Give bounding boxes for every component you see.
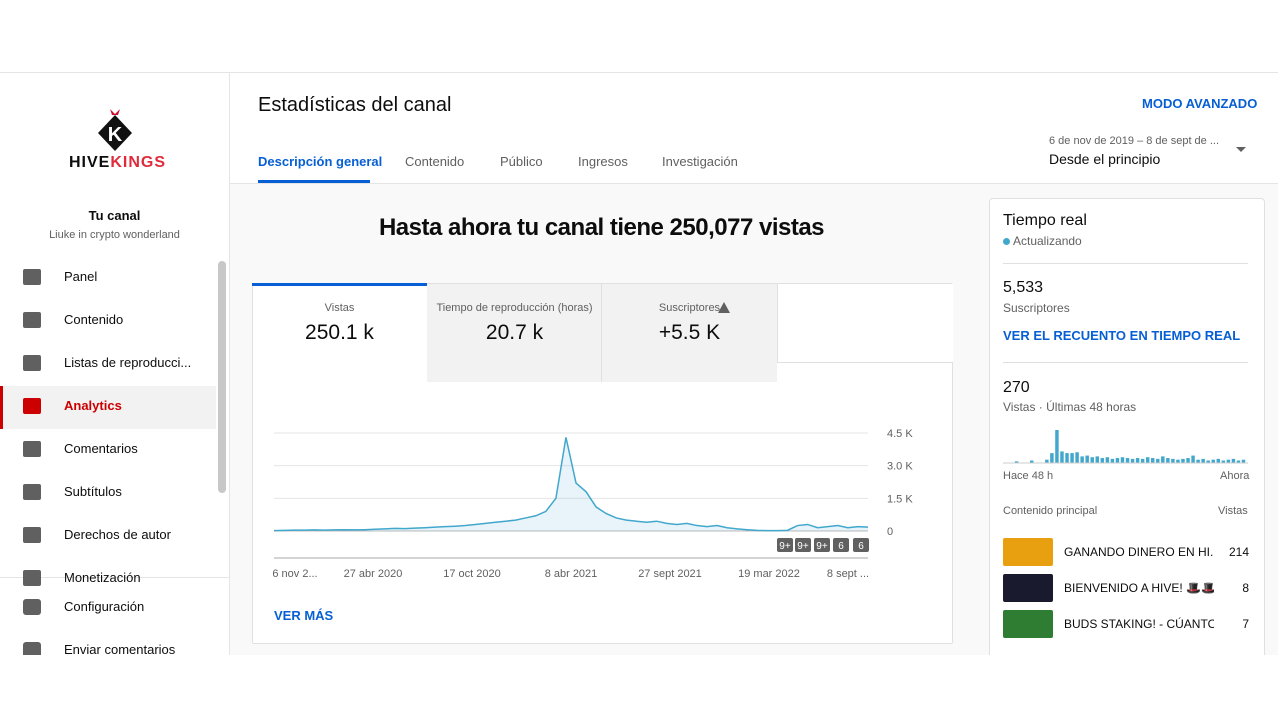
video-views: 8 — [1242, 581, 1249, 595]
sidebar-item[interactable]: Derechos de autor — [64, 527, 171, 542]
metric-value[interactable]: 20.7 k — [485, 321, 544, 344]
tab[interactable]: Contenido — [405, 154, 465, 169]
sidebar-icon — [23, 570, 41, 586]
tab[interactable]: Descripción general — [258, 154, 383, 169]
see-more[interactable]: VER MÁS — [274, 608, 334, 623]
sidebar-icon — [23, 269, 41, 285]
svg-text:K: K — [108, 124, 123, 146]
logo-text: HIVEKINGS — [69, 154, 166, 172]
top-label: Contenido principal — [1003, 505, 1098, 517]
video-title[interactable]: GANANDO DINERO EN HI... — [1064, 545, 1214, 559]
sidebar-item[interactable]: Monetización — [64, 570, 141, 585]
sidebar-item[interactable]: Subtítulos — [64, 484, 122, 499]
metric-label[interactable]: Tiempo de reproducción (horas) — [436, 302, 593, 314]
sidebar-icon — [23, 312, 41, 328]
scrollbar — [218, 261, 226, 493]
views-count: 270 — [1003, 379, 1030, 396]
thumbnail — [1003, 574, 1053, 602]
metric-value[interactable]: +5.5 K — [658, 321, 721, 344]
metric-value[interactable]: 250.1 k — [305, 321, 374, 344]
tab[interactable]: Investigación — [662, 154, 738, 169]
realtime-status: Actualizando — [1013, 234, 1082, 248]
sidebar-icon — [23, 355, 41, 371]
video-views: 7 — [1242, 617, 1249, 631]
sidebar-item[interactable]: Listas de reproducci... — [64, 355, 192, 370]
metric-label[interactable]: Vistas — [324, 302, 355, 314]
metric-label[interactable]: Suscriptores — [658, 302, 721, 314]
thumbnail — [1003, 610, 1053, 638]
warning-icon — [718, 302, 730, 313]
realtime-link[interactable]: VER EL RECUENTO EN TIEMPO REAL — [1003, 328, 1241, 343]
sidebar-icon — [23, 642, 41, 655]
tab-underline — [258, 180, 370, 183]
divider — [1003, 362, 1248, 363]
logo-kings: KINGS — [110, 154, 167, 171]
sidebar-icon — [23, 599, 41, 615]
video-title[interactable]: BIENVENIDO A HIVE! 🎩🎩 — [1064, 581, 1214, 595]
metric-active-bar — [252, 283, 427, 286]
channel-label: Tu canal — [88, 208, 141, 223]
tab[interactable]: Público — [500, 154, 543, 169]
channel-name: Liuke in crypto wonderland — [49, 229, 180, 241]
sidebar-item[interactable]: Configuración — [64, 599, 145, 614]
advanced-mode[interactable]: MODO AVANZADO — [1142, 96, 1258, 111]
metric-divider — [601, 284, 602, 382]
end-label: Ahora — [1220, 470, 1250, 482]
sidebar-icon — [23, 441, 41, 457]
page-title: Estadísticas del canal — [258, 94, 452, 116]
period[interactable]: Desde el principio — [1049, 151, 1161, 167]
metric-bg — [427, 284, 777, 382]
thumbnail — [1003, 538, 1053, 566]
views-label: Vistas · Últimas 48 horas — [1003, 400, 1137, 414]
bottom-cover — [0, 655, 1280, 720]
sidebar-item[interactable]: Enviar comentarios — [64, 642, 176, 655]
headline: Hasta ahora tu canal tiene 250,077 vista… — [378, 214, 825, 241]
tab[interactable]: Ingresos — [578, 154, 628, 169]
sidebar-item[interactable]: Analytics — [64, 398, 122, 413]
status-dot — [1003, 238, 1010, 245]
subscribers-count: 5,533 — [1003, 279, 1044, 296]
logo-icon: K — [98, 109, 132, 151]
date-range[interactable]: 6 de nov de 2019 – 8 de sept de ... — [1049, 135, 1219, 147]
dropdown-arrow — [1236, 147, 1246, 152]
sidebar-icon — [23, 398, 41, 414]
sidebar-icon — [23, 484, 41, 500]
logo-hive: HIVE — [69, 154, 111, 171]
video-title[interactable]: BUDS STAKING! - CÚANTO S... — [1064, 617, 1214, 631]
top-col: Vistas — [1218, 505, 1248, 517]
realtime-title: Tiempo real — [1003, 212, 1087, 229]
sidebar-item[interactable]: Contenido — [64, 312, 124, 327]
metric-bg-4 — [777, 284, 953, 363]
divider — [1003, 263, 1248, 264]
sidebar-item[interactable]: Panel — [64, 269, 98, 284]
sidebar-icon — [23, 527, 41, 543]
sidebar-item[interactable]: Comentarios — [64, 441, 138, 456]
sidebar: K HIVEKINGS Tu canal Liuke in crypto won… — [0, 73, 230, 655]
header — [230, 73, 1278, 184]
subscribers-label: Suscriptores — [1003, 301, 1070, 315]
start-label: Hace 48 h — [1003, 470, 1054, 482]
video-views: 214 — [1228, 545, 1249, 559]
